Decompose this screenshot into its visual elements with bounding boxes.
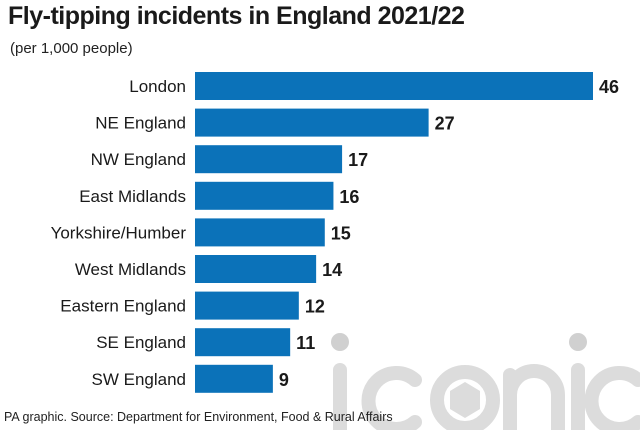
category-label: Eastern England (60, 297, 186, 316)
bar-west-midlands (195, 255, 317, 283)
category-label: West Midlands (75, 260, 186, 279)
category-label: SE England (96, 333, 186, 352)
source-footer: PA graphic. Source: Department for Envir… (4, 410, 393, 424)
category-label: Yorkshire/Humber (51, 223, 187, 242)
chart-subtitle: (per 1,000 people) (10, 40, 133, 57)
category-label: NW England (91, 150, 186, 169)
category-label: SW England (92, 370, 187, 389)
bar-sw-england (195, 364, 273, 393)
value-label: 11 (296, 333, 315, 353)
category-label: London (129, 77, 186, 96)
value-label: 9 (279, 370, 289, 390)
value-label: 12 (305, 297, 325, 317)
value-label: 17 (348, 150, 368, 170)
value-label: 16 (339, 187, 359, 207)
category-label: NE England (95, 114, 186, 133)
value-label: 27 (435, 114, 455, 134)
value-label: 14 (322, 260, 342, 280)
bar-east-midlands (195, 181, 334, 210)
chart-title: Fly-tipping incidents in England 2021/22 (8, 2, 465, 30)
bar-yorkshire-humber (195, 218, 325, 247)
bar-nw-england (195, 145, 343, 174)
bar-ne-england (195, 108, 429, 137)
value-label: 15 (331, 223, 351, 243)
value-label: 46 (599, 77, 619, 97)
category-label: East Midlands (79, 187, 186, 206)
bar-london (195, 72, 593, 100)
bar-se-england (195, 328, 291, 357)
bar-eastern-england (195, 291, 299, 320)
